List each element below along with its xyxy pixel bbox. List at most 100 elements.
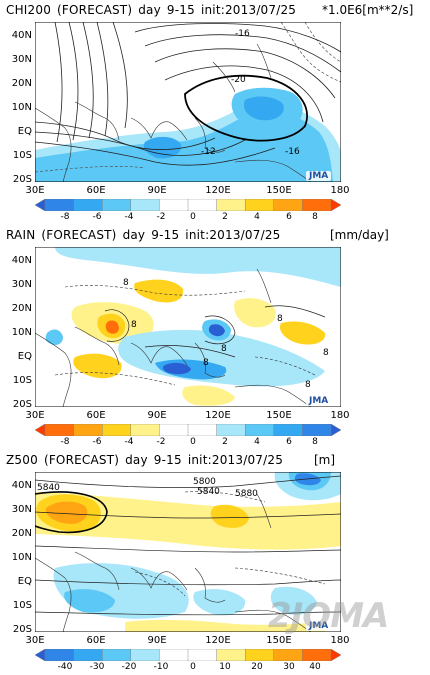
z500-map: 5840 5800 5840 5880 — [35, 472, 341, 632]
colorbar-swatch — [302, 424, 332, 436]
lat-label: 40N — [11, 30, 32, 41]
colorbar-swatch — [159, 199, 189, 211]
lat-label: 20S — [12, 174, 32, 185]
contour-label: 8 — [131, 320, 137, 330]
lon-label: 60E — [86, 185, 106, 196]
lat-label: EQ — [17, 126, 32, 137]
colorbar-label: -6 — [92, 437, 102, 447]
colorbar-label: 6 — [286, 437, 292, 447]
colorbar-label: 10 — [219, 662, 231, 672]
colorbar-swatch — [244, 424, 275, 436]
lat-label: 30N — [11, 504, 32, 515]
colorbar-label: -30 — [89, 662, 105, 672]
lon-label: 90E — [147, 185, 167, 196]
chi200-min-contour — [184, 74, 308, 142]
lon-label: 180 — [330, 185, 350, 196]
lon-label: 60E — [86, 635, 106, 646]
colorbar-label: -8 — [60, 437, 70, 447]
lat-label: 40N — [11, 255, 32, 266]
colorbar-swatch — [44, 424, 75, 436]
lon-label: 120E — [205, 410, 231, 421]
lon-label: 30E — [25, 410, 45, 421]
contour-label: -20 — [231, 75, 246, 85]
colorbar-swatch — [302, 199, 332, 211]
contour-label: 5880 — [235, 489, 258, 499]
jma-logo: JMA — [306, 171, 332, 181]
rain-anomaly-shading — [45, 247, 341, 406]
colorbar-swatch — [35, 199, 46, 211]
colorbar-swatch — [101, 424, 132, 436]
colorbar-swatch — [73, 424, 103, 436]
rain-map: 8 8 8 8 8 8 8 — [35, 247, 341, 407]
colorbar — [35, 199, 341, 211]
lon-label: 90E — [147, 635, 167, 646]
contour-label: 8 — [203, 358, 209, 368]
colorbar-label: 4 — [254, 212, 260, 222]
colorbar-swatch — [44, 199, 75, 211]
colorbar-swatch — [330, 649, 341, 661]
lat-label: 20S — [12, 399, 32, 410]
lat-label: 10S — [12, 375, 32, 386]
lon-label: 60E — [86, 410, 106, 421]
shading-blue — [35, 111, 333, 182]
lat-label: 10S — [12, 150, 32, 161]
panel-units: [mm/day] — [330, 228, 389, 242]
colorbar-swatch — [101, 649, 132, 661]
lat-label: 10N — [11, 552, 32, 563]
colorbar-swatch — [73, 649, 103, 661]
lon-label: 30E — [25, 185, 45, 196]
lon-label: 150E — [266, 635, 292, 646]
lon-label: 120E — [205, 635, 231, 646]
colorbar-label: -8 — [60, 212, 70, 222]
lat-label: 40N — [11, 480, 32, 491]
colorbar-label: -2 — [156, 437, 166, 447]
lat-label: 20N — [11, 303, 32, 314]
rain-panel: RAIN (FORECAST) day 9-15 init:2013/07/25 [mm… — [0, 225, 430, 450]
chi200-panel: CHI200 (FORECAST) day 9-15 init:2013/07/25 *… — [0, 0, 430, 225]
lon-label: 30E — [25, 635, 45, 646]
panel-title: RAIN (FORECAST) day 9-15 init:2013/07/25 — [6, 228, 281, 242]
colorbar-swatch — [216, 649, 246, 661]
lat-label: 10S — [12, 600, 32, 611]
contour-label: 8 — [277, 314, 283, 324]
lat-label: 30N — [11, 279, 32, 290]
colorbar-label: -2 — [156, 212, 166, 222]
lon-label: 150E — [266, 410, 292, 421]
contour-label: 8 — [323, 348, 329, 358]
z500-ridge-contour — [35, 491, 108, 534]
lat-label: EQ — [17, 576, 32, 587]
lat-label: 10N — [11, 327, 32, 338]
colorbar-swatch — [159, 424, 189, 436]
colorbar-swatch — [273, 649, 303, 661]
colorbar-label: 30 — [283, 662, 295, 672]
lat-label: EQ — [17, 351, 32, 362]
colorbar-label: 4 — [254, 437, 260, 447]
colorbar-label: 2 — [222, 212, 228, 222]
colorbar-label: -40 — [57, 662, 73, 672]
shading-darker-blue-2 — [243, 96, 284, 121]
lat-label: 30N — [11, 54, 32, 65]
colorbar-label: 0 — [190, 662, 196, 672]
z500-panel: Z500 (FORECAST) day 9-15 init:2013/07/25 [m] — [0, 450, 430, 675]
colorbar-swatch — [273, 199, 303, 211]
contour-label: 5840 — [197, 487, 220, 497]
lat-label: 20S — [12, 624, 32, 635]
colorbar-label: -10 — [153, 662, 169, 672]
colorbar-label: 8 — [312, 212, 318, 222]
lat-label: 20N — [11, 528, 32, 539]
lon-label: 120E — [205, 185, 231, 196]
colorbar-swatch — [187, 424, 218, 436]
colorbar-label: -4 — [124, 212, 134, 222]
colorbar-label: 2 — [222, 437, 228, 447]
contour-label: -16 — [285, 147, 300, 157]
colorbar-label: 0 — [190, 437, 196, 447]
lon-label: 180 — [330, 410, 350, 421]
lon-label: 150E — [266, 185, 292, 196]
colorbar-swatch — [73, 199, 103, 211]
colorbar-swatch — [101, 199, 132, 211]
colorbar-swatch — [187, 649, 218, 661]
contour-label: 5800 — [193, 477, 216, 487]
colorbar — [35, 424, 341, 436]
panel-title: Z500 (FORECAST) day 9-15 init:2013/07/25 — [6, 453, 284, 467]
contour-label: 8 — [221, 344, 227, 354]
